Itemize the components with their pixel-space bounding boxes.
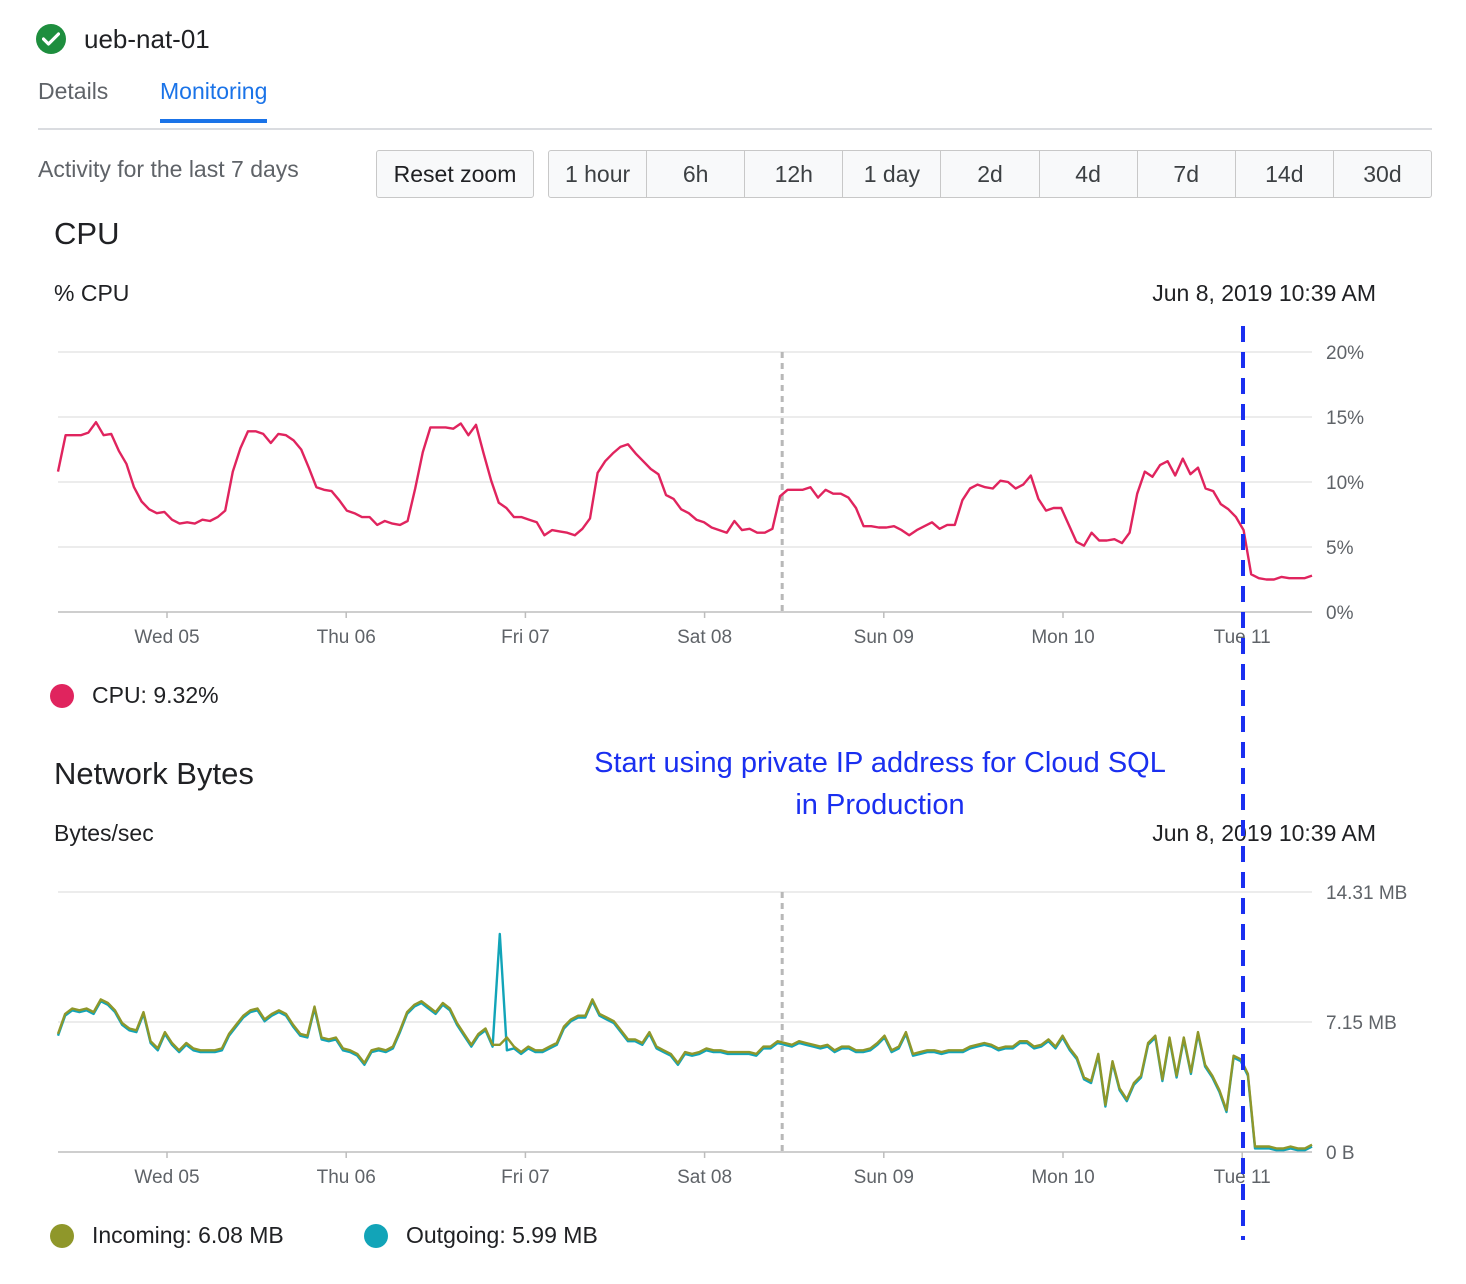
instance-title: ueb-nat-01 [84, 23, 210, 54]
x-tick-label: Sat 08 [677, 1167, 732, 1188]
y-tick-label: 15% [1326, 408, 1364, 429]
network-chart[interactable]: Wed 05 Thu 06 Fri 07 Sat 08 Sun 09 Mon 10 Tue … [0, 870, 1466, 1190]
x-tick-label: Mon 10 [1031, 627, 1094, 648]
cpu-chart-title: CPU [54, 216, 120, 251]
x-tick-label: Mon 10 [1031, 1167, 1094, 1188]
incoming-legend[interactable]: Incoming: 6.08 MB [50, 1222, 284, 1249]
outgoing-legend[interactable]: Outgoing: 5.99 MB [364, 1222, 598, 1249]
outgoing-legend-dot [364, 1223, 388, 1248]
series-line-incoming[interactable] [56, 998, 1313, 1150]
x-tick-label: Tue 11 [1214, 627, 1271, 648]
tab-monitoring[interactable]: Monitoring [160, 78, 268, 123]
x-tick-label: Fri 07 [501, 1167, 550, 1188]
network-chart-title: Network Bytes [54, 756, 254, 791]
y-tick-label: 0% [1326, 603, 1354, 624]
x-tick-label: Thu 06 [317, 627, 376, 648]
x-tick-label: Thu 06 [317, 1167, 376, 1188]
cpu-legend-label: CPU: 9.32% [92, 682, 219, 708]
annotation-line-1: Start using private IP address for Cloud… [594, 747, 1166, 779]
cpu-chart-unit: % CPU [54, 280, 130, 306]
range-14d-button[interactable]: 14d [1236, 151, 1334, 197]
series-line-cpu[interactable] [56, 420, 1313, 581]
network-hover-time: Jun 8, 2019 10:39 AM [1152, 820, 1376, 846]
x-tick-label: Wed 05 [134, 627, 199, 648]
x-tick-label: Tue 11 [1214, 1167, 1271, 1188]
y-tick-label: 5% [1326, 538, 1354, 559]
time-range-selector: 1 hour 6h 12h 1 day 2d 4d 7d 14d 30d [548, 150, 1432, 198]
check-circle-icon [36, 24, 66, 54]
range-2d-button[interactable]: 2d [941, 151, 1040, 197]
y-tick-label: 20% [1326, 343, 1364, 364]
x-tick-label: Wed 05 [134, 1167, 199, 1188]
network-chart-unit: Bytes/sec [54, 820, 154, 846]
range-4d-button[interactable]: 4d [1040, 151, 1138, 197]
series-line-outgoing[interactable] [56, 932, 1313, 1152]
tab-details[interactable]: Details [38, 78, 109, 104]
activity-label: Activity for the last 7 days [38, 156, 299, 182]
cpu-legend-dot [50, 683, 74, 708]
range-1-day-button[interactable]: 1 day [843, 151, 942, 197]
tab-bar: Details Monitoring [38, 78, 1432, 130]
y-tick-label: 0 B [1326, 1143, 1355, 1164]
range-6h-button[interactable]: 6h [647, 151, 746, 197]
range-7d-button[interactable]: 7d [1138, 151, 1236, 197]
annotation-text: Start using private IP address for Cloud… [560, 742, 1200, 826]
annotation-line-2: in Production [795, 789, 965, 821]
cpu-chart[interactable]: Wed 05 Thu 06 Fri 07 Sat 08 Sun 09 Mon 10 Tue … [0, 330, 1466, 650]
range-12h-button[interactable]: 12h [745, 151, 844, 197]
y-tick-label: 14.31 MB [1326, 883, 1407, 904]
instance-header: ueb-nat-01 [36, 22, 210, 56]
x-tick-label: Sat 08 [677, 627, 732, 648]
reset-zoom-button[interactable]: Reset zoom [376, 150, 534, 198]
x-tick-label: Fri 07 [501, 627, 550, 648]
range-1-hour-button[interactable]: 1 hour [549, 151, 648, 197]
incoming-legend-label: Incoming: 6.08 MB [92, 1222, 284, 1248]
cpu-legend[interactable]: CPU: 9.32% [50, 682, 219, 709]
range-30d-button[interactable]: 30d [1363, 160, 1402, 187]
y-tick-label: 10% [1326, 473, 1364, 494]
x-tick-label: Sun 09 [854, 1167, 914, 1188]
outgoing-legend-label: Outgoing: 5.99 MB [406, 1222, 598, 1248]
cpu-hover-time: Jun 8, 2019 10:39 AM [1152, 280, 1376, 306]
incoming-legend-dot [50, 1223, 74, 1248]
y-tick-label: 7.15 MB [1326, 1013, 1397, 1034]
x-tick-label: Sun 09 [854, 627, 914, 648]
